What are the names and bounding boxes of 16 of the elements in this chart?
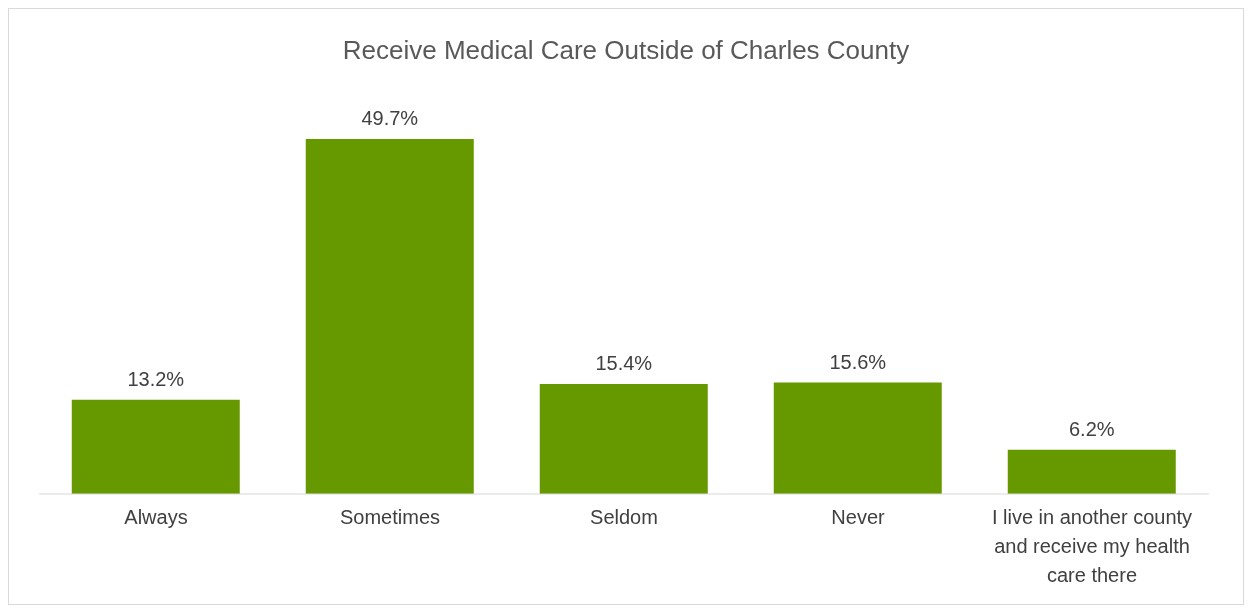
- data-label: 15.4%: [595, 352, 653, 374]
- bar: [539, 384, 708, 494]
- data-label: 13.2%: [127, 367, 185, 390]
- bar: [773, 382, 942, 494]
- bar: [71, 399, 240, 494]
- x-tick-label: I live in another county and receive my health care there: [991, 506, 1193, 586]
- x-tick-label: Never: [831, 506, 886, 528]
- data-label: 49.7%: [361, 107, 419, 129]
- chart-title: Receive Medical Care Outside of Charles County: [341, 35, 911, 66]
- x-tick-label: Seldom: [590, 506, 658, 528]
- x-tick-label: Sometimes: [339, 506, 441, 528]
- data-label: 6.2%: [1068, 417, 1115, 440]
- x-tick-label: Always: [124, 506, 188, 528]
- bar: [305, 139, 474, 494]
- bar: [1007, 449, 1176, 494]
- data-label: 15.6%: [829, 350, 887, 373]
